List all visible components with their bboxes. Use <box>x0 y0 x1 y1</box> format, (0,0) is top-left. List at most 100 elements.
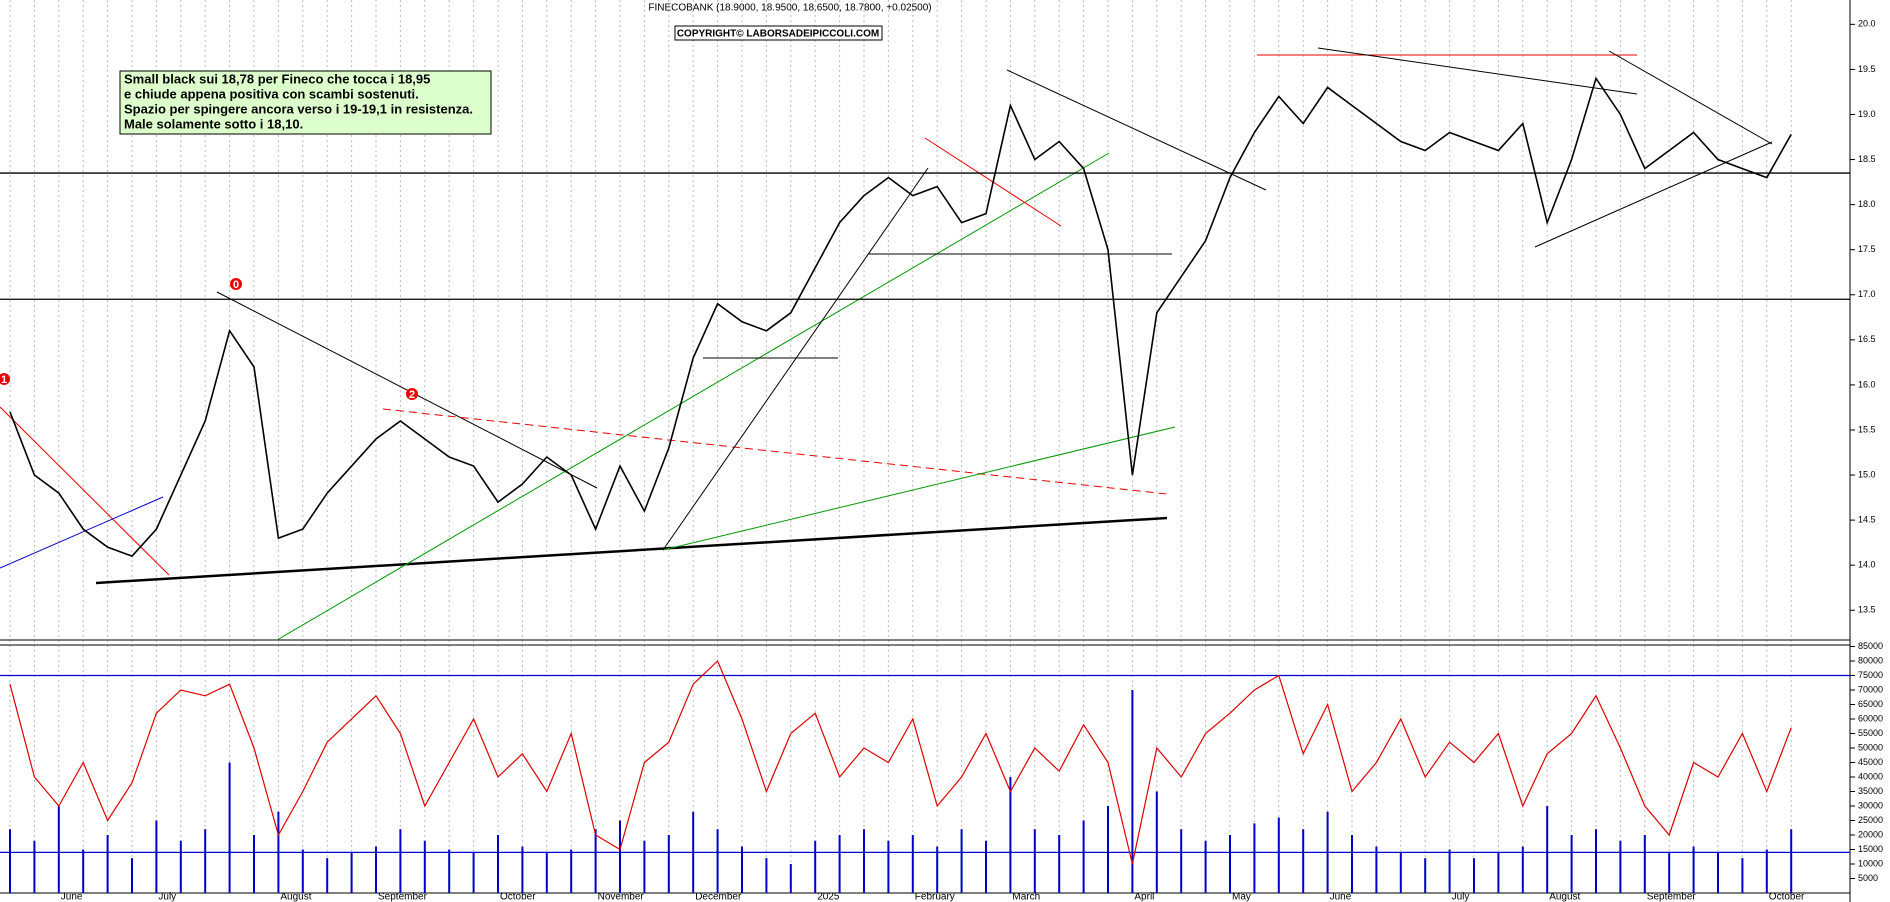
volume-bar <box>106 834 109 893</box>
volume-bar <box>326 858 329 893</box>
volume-bar <box>423 840 426 893</box>
volume-bar <box>33 840 36 893</box>
x-tick-label: August <box>1549 892 1580 902</box>
volume-bar <box>741 846 743 893</box>
volume-bar <box>1351 834 1353 893</box>
annotation: Male solamente sotto i 18,10. <box>124 116 303 131</box>
x-tick-label: October <box>1769 892 1805 902</box>
volume-bar <box>1790 829 1793 893</box>
volume-bar <box>1204 840 1207 893</box>
volume-bar <box>1009 776 1012 893</box>
y-tick-label: 18.5 <box>1858 154 1876 164</box>
volume-bar <box>1741 858 1744 893</box>
y-tick-label: 50000 <box>1858 742 1883 752</box>
volume-bar <box>619 820 621 893</box>
volume-bar <box>253 834 255 893</box>
volume-bar <box>1570 834 1573 893</box>
copyright-box <box>674 25 883 41</box>
volume-bar <box>1326 811 1329 893</box>
x-tick-label: April <box>1134 892 1154 902</box>
volume-bar <box>863 829 865 893</box>
y-tick-label: 60000 <box>1858 713 1883 723</box>
volume-bar <box>1131 689 1134 893</box>
volume-bar <box>985 840 987 893</box>
volume-bar <box>277 811 280 893</box>
x-tick-label: October <box>500 892 536 902</box>
y-tick-label: 18.0 <box>1858 199 1876 209</box>
volume-bar <box>692 811 695 893</box>
wave-marker <box>0 373 10 385</box>
volume-bar <box>1643 834 1646 893</box>
x-tick-label: December <box>695 892 742 902</box>
trendline <box>1608 50 1773 145</box>
volume-bar <box>765 858 768 893</box>
volume-bar <box>57 805 60 893</box>
week-grid <box>9 0 1792 893</box>
volume-bar <box>936 846 939 893</box>
y-tick-label: 17.0 <box>1858 289 1876 299</box>
volume-bar <box>179 840 182 893</box>
y-tick-label: 20.0 <box>1858 19 1876 29</box>
volume-bar <box>375 846 377 893</box>
x-tick-label: August <box>280 892 311 902</box>
volume-bar <box>131 858 133 893</box>
x-tick-label: 2025 <box>817 892 840 902</box>
trendline <box>1006 69 1267 191</box>
volume-bar <box>814 840 817 893</box>
volume-bar <box>497 834 499 893</box>
volume-bar <box>838 834 841 893</box>
trendline <box>662 426 1176 551</box>
trendline <box>276 152 1110 641</box>
y-tick-label: 19.5 <box>1858 64 1876 74</box>
y-tick-label: 14.0 <box>1858 560 1876 570</box>
volume-bar <box>521 846 524 893</box>
trendline <box>95 516 1168 585</box>
volume-bar <box>1521 846 1524 893</box>
volume-bar <box>887 840 890 893</box>
volume-bar <box>1692 846 1695 893</box>
volume-bar <box>1497 852 1500 893</box>
price-line <box>9 659 1792 865</box>
y-tick-label: 13.5 <box>1858 605 1876 615</box>
y-tick-label: 40000 <box>1858 771 1883 781</box>
x-tick-label: June <box>1330 892 1352 902</box>
x-tick-label: May <box>1232 892 1251 902</box>
x-tick-label: July <box>1452 892 1470 902</box>
annotation: Small black sui 18,78 per Fineco che toc… <box>124 71 430 86</box>
volume-bar <box>716 829 719 893</box>
volume-bar <box>1765 849 1768 893</box>
y-tick-label: 30000 <box>1858 800 1883 810</box>
volume-bar <box>960 829 963 893</box>
y-tick-label: 85000 <box>1858 641 1883 651</box>
volume-bar <box>1033 829 1036 893</box>
volume-bar <box>82 849 85 893</box>
y-tick-label: 10000 <box>1858 858 1883 868</box>
y-tick-label: 19.0 <box>1858 109 1876 119</box>
volume-bar <box>1375 846 1378 893</box>
y-tick-label: 35000 <box>1858 786 1883 796</box>
annotation: Spazio per spingere ancora verso i 19-19… <box>124 101 473 116</box>
y-tick-label: 17.5 <box>1858 244 1876 254</box>
x-tick-label: September <box>1647 892 1697 902</box>
volume-bar <box>667 834 670 893</box>
y-tick-label: 5000 <box>1858 873 1878 883</box>
y-tick-label: 15.5 <box>1858 424 1876 434</box>
chart-title: FINECOBANK (18.9000, 18.9500, 18.6500, 1… <box>648 3 931 14</box>
volume-bar <box>1448 849 1451 893</box>
volume-bar <box>1619 840 1622 893</box>
x-tick-label: June <box>61 892 83 902</box>
volume-bar <box>1058 834 1061 893</box>
volume-bar <box>789 863 792 893</box>
trendline <box>0 496 164 569</box>
y-tick-label: 70000 <box>1858 684 1883 694</box>
volume-bar <box>1473 858 1475 893</box>
wave-label: 1 <box>1 374 7 386</box>
y-tick-label: 16.5 <box>1858 334 1876 344</box>
volume-bar <box>1277 817 1280 893</box>
volume-bar <box>9 829 11 893</box>
volume-bar <box>472 852 475 893</box>
trendline <box>382 408 1168 495</box>
volume-bar <box>1155 791 1158 893</box>
